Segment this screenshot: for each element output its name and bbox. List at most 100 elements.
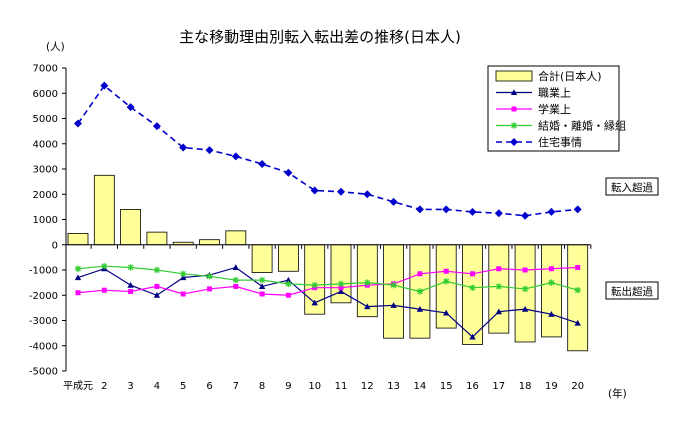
data-point [100,81,109,90]
x-tick-label: 11 [335,381,348,392]
annotation-positive: 転入超過 [605,177,659,196]
y-tick-label: -3000 [29,316,58,327]
data-point [415,205,424,214]
data-point [575,264,581,270]
legend-marker [510,122,518,129]
data-point [233,283,239,289]
data-point [442,205,451,214]
data-point [127,264,134,271]
y-tick-label: 6000 [33,89,58,100]
data-point [364,279,371,286]
y-tick-label: -4000 [29,341,58,352]
data-point [232,276,239,284]
data-point [310,186,319,195]
data-point [337,187,345,196]
data-point [232,264,239,271]
data-point [390,302,397,308]
x-tick-label: 13 [387,381,400,392]
data-point [126,103,135,112]
legend-label: 職業上 [538,87,571,100]
data-point [337,288,345,295]
line-series [74,81,582,340]
x-tick-label: 2 [101,381,107,392]
y-tick-label: -2000 [29,291,58,302]
bar [251,244,273,273]
data-point [416,288,424,295]
annotation-negative: 転出超過 [605,281,659,300]
data-point [521,285,529,293]
series-line [77,266,578,296]
data-point [548,266,554,272]
x-ticks: 平成元 2 3 4 5 6 7 8 9 10 11 12 13 14 15 16 17 18 19 20 [63,244,592,392]
legend-label: 住宅事情 [538,135,582,149]
data-point [548,279,555,286]
data-point [179,143,188,152]
data-point [152,122,161,131]
data-point [574,287,581,294]
data-point [522,267,528,273]
legend-label: 合計(日本人) [538,69,602,83]
data-point [153,292,161,298]
bar [514,244,536,343]
data-point [417,271,423,277]
x-tick-label: 5 [180,381,186,392]
annotation-positive-text: 転入超過 [611,181,653,194]
data-point [468,207,477,216]
data-point [231,152,240,161]
x-tick-label: 12 [361,381,374,392]
x-tick-label: 10 [308,381,321,392]
legend-label: 結婚・離婚・縁組 [538,119,626,133]
data-point [389,197,398,206]
data-point [284,168,293,177]
data-point [259,291,265,297]
x-tick-label: 7 [233,381,239,392]
data-point [74,265,82,272]
data-point [74,274,82,281]
annotation-negative-text: 転出超過 [611,285,653,298]
data-point [416,305,424,312]
data-point [521,305,529,312]
data-point [548,310,555,317]
data-point [443,278,450,285]
data-point [573,205,582,214]
data-point [285,276,292,283]
x-tick-label: 8 [259,381,265,392]
data-point [521,211,530,220]
data-point [285,280,292,288]
x-tick-label: 3 [127,381,133,392]
chart-title: 主な移動理由別転入転出差の推移(日本人) [179,28,461,46]
bar [93,174,115,246]
y-tick-label: -5000 [29,367,58,378]
data-point [311,281,318,289]
bar [277,244,299,272]
data-point [128,288,134,294]
data-point [390,281,397,289]
data-point [494,209,503,218]
x-tick-label: 14 [414,381,427,392]
data-point [337,280,345,288]
bar-series [67,174,589,352]
data-point [206,273,213,280]
data-point [153,266,161,274]
data-point [311,299,318,306]
data-point [547,207,556,216]
data-point [180,270,187,277]
data-point [338,285,344,291]
data-point [101,287,107,293]
data-point [258,283,266,289]
data-point [258,276,266,284]
data-point [469,284,476,291]
x-tick-label: 15 [440,381,453,392]
y-tick-label: 4000 [33,139,58,150]
x-tick-label: 16 [466,381,479,392]
data-point [207,286,212,292]
data-point [574,319,581,326]
data-point [443,268,449,274]
bar [67,232,89,246]
legend-label: 学業上 [538,102,571,116]
data-point [495,283,502,290]
bar [541,244,562,338]
x-tick-label: 20 [571,381,584,392]
legend-marker [511,106,517,112]
